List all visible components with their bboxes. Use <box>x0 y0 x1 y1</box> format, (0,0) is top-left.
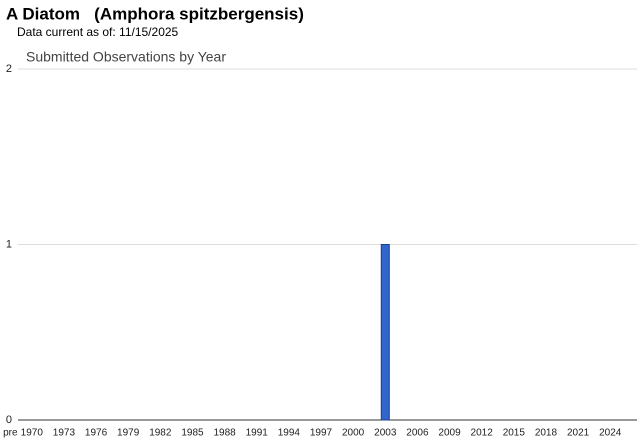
page-title: A Diatom (Amphora spitzbergensis) <box>6 4 304 23</box>
x-tick-label: 1976 <box>85 428 108 439</box>
x-tick-label: 2024 <box>599 428 622 439</box>
x-tick-label: 2018 <box>535 428 558 439</box>
y-tick-label: 1 <box>6 238 12 250</box>
x-tick-label: 2006 <box>406 428 429 439</box>
x-tick-label: 2012 <box>471 428 494 439</box>
x-tick-label: 1994 <box>278 428 301 439</box>
x-tick-label: pre <box>3 428 18 439</box>
x-tick-label: 1985 <box>181 428 204 439</box>
bar <box>380 244 390 421</box>
x-tick-label: 1982 <box>149 428 172 439</box>
x-tick-label: 2003 <box>374 428 397 439</box>
x-tick-label: 1988 <box>213 428 236 439</box>
page-subtitle: Data current as of: 11/15/2025 <box>17 25 179 39</box>
x-tick-label: 1973 <box>53 428 76 439</box>
chart-title: Submitted Observations by Year <box>26 49 226 65</box>
x-tick-label: 2009 <box>438 428 461 439</box>
x-tick-label: 1979 <box>117 428 140 439</box>
x-tick-label: 1991 <box>246 428 269 439</box>
y-tick-label: 0 <box>6 414 12 426</box>
y-tick-label: 2 <box>6 63 12 75</box>
x-tick-label: 2021 <box>567 428 590 439</box>
x-tick-label: 1970 <box>21 428 44 439</box>
x-tick-label: 1997 <box>310 428 333 439</box>
x-tick-label: 2000 <box>342 428 365 439</box>
x-tick-label: 2015 <box>503 428 526 439</box>
